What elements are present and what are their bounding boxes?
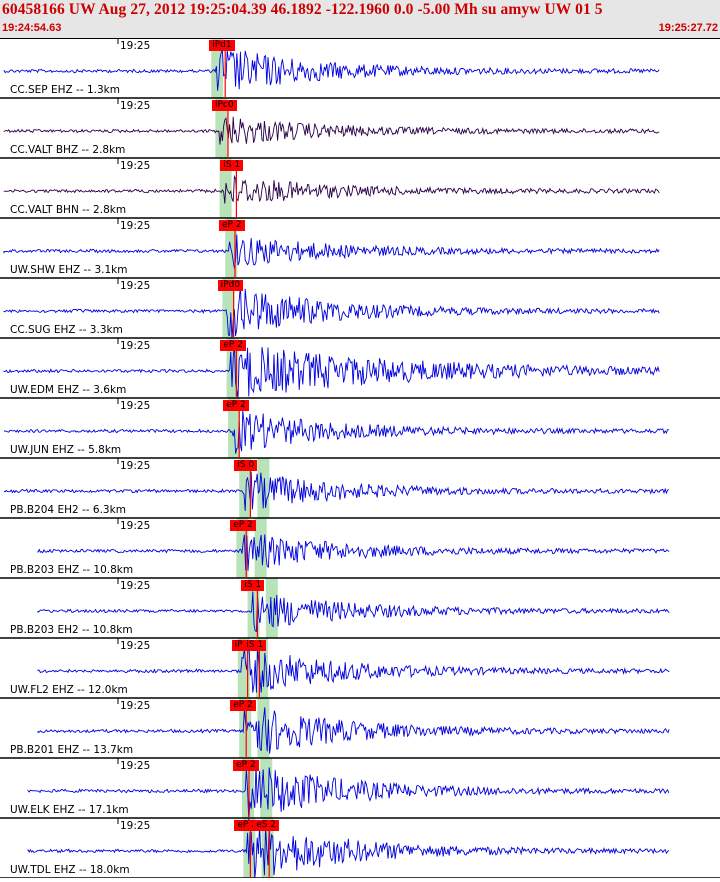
pick-label[interactable]: eP 2 <box>230 700 256 711</box>
waveform-trace <box>37 591 670 633</box>
time-start-label: 19:24:54.63 <box>2 22 62 34</box>
pick-label[interactable]: iPc0 <box>212 100 237 111</box>
waveform-trace <box>3 49 660 91</box>
station-label: CC.SUG EHZ -- 3.3km <box>10 324 123 336</box>
time-tick-label: 19:25 <box>120 280 151 292</box>
p-window-band <box>215 98 228 158</box>
time-tick-label: 19:25 <box>120 700 151 712</box>
station-label: CC.SEP EHZ -- 1.3km <box>10 84 120 96</box>
waveform-trace <box>37 707 670 754</box>
header-bar: 60458166 UW Aug 27, 2012 19:25:04.39 46.… <box>0 0 720 39</box>
waveform-trace <box>3 343 660 398</box>
waveform-trace <box>3 234 660 269</box>
pick-label[interactable]: eP 2 <box>230 520 256 531</box>
time-tick-label: 19:25 <box>120 580 151 592</box>
pick-label[interactable]: iS 1 <box>241 580 265 591</box>
time-tick-label: 19:25 <box>120 760 151 772</box>
station-label: UW.TDL EHZ -- 18.0km <box>10 864 130 876</box>
s-window-band <box>257 458 270 518</box>
time-tick-label: 19:25 <box>120 820 151 832</box>
waveform-trace <box>3 174 660 204</box>
station-label: CC.VALT BHN -- 2.8km <box>10 204 127 216</box>
seismogram-svg <box>0 38 720 880</box>
s-window-band <box>254 518 267 578</box>
pick-label-2[interactable]: eS 2 <box>253 820 280 831</box>
pick-label[interactable]: iS 0 <box>234 460 258 471</box>
time-tick-label: 19:25 <box>120 100 151 112</box>
station-label: UW.JUN EHZ -- 5.8km <box>10 444 122 456</box>
time-tick-label: 19:25 <box>120 160 151 172</box>
waveform-trace <box>3 116 660 145</box>
pick-label[interactable]: iPd1 <box>209 40 235 51</box>
pick-label[interactable]: eP 2 <box>220 340 246 351</box>
waveform-trace <box>27 763 670 821</box>
station-label: PB.B203 EH2 -- 10.8km <box>10 624 133 636</box>
station-label: UW.FL2 EHZ -- 12.0km <box>10 684 128 696</box>
station-label: PB.B203 EHZ -- 10.8km <box>10 564 134 576</box>
waveform-trace <box>3 410 669 454</box>
pick-label[interactable]: eP 2 <box>233 760 259 771</box>
station-label: CC.VALT BHZ -- 2.8km <box>10 144 126 156</box>
waveform-trace <box>27 823 670 880</box>
time-tick-label: 19:25 <box>120 640 151 652</box>
pick-label[interactable]: iS 1 <box>220 160 244 171</box>
pick-label[interactable]: eP 2 <box>219 220 245 231</box>
p-window-band <box>237 638 250 698</box>
event-title: 60458166 UW Aug 27, 2012 19:25:04.39 46.… <box>2 1 603 18</box>
time-end-label: 19:25:27.72 <box>658 22 718 34</box>
time-tick-label: 19:25 <box>120 220 151 232</box>
p-window-band <box>211 38 224 98</box>
time-tick-label: 19:25 <box>120 520 151 532</box>
time-tick-label: 19:25 <box>120 40 151 52</box>
station-label: UW.SHW EHZ -- 3.1km <box>10 264 128 276</box>
seismogram-plot: 19:25 CC.SEP EHZ -- 1.3km iPd1 19:25 CC.VALT… <box>0 38 720 880</box>
p-window-band <box>239 698 252 758</box>
station-label: PB.B201 EHZ -- 13.7km <box>10 744 134 756</box>
p-window-band <box>242 758 254 818</box>
time-tick-label: 19:25 <box>120 460 151 472</box>
time-tick-label: 19:25 <box>120 340 151 352</box>
waveform-trace <box>3 471 670 511</box>
station-label: UW.EDM EHZ -- 3.6km <box>10 384 127 396</box>
waveform-trace <box>37 647 670 693</box>
pick-label[interactable]: iPd0 <box>217 280 243 291</box>
pick-label[interactable]: eP 2 <box>234 820 260 831</box>
station-label: PB.B204 EH2 -- 6.3km <box>10 504 126 516</box>
pick-label-2[interactable]: iS 1 <box>243 640 267 651</box>
time-tick-label: 19:25 <box>120 400 151 412</box>
waveform-trace <box>3 285 660 339</box>
station-label: UW.ELK EHZ -- 17.1km <box>10 804 129 816</box>
s-window-band <box>265 578 278 638</box>
waveform-trace <box>37 534 670 571</box>
p-window-band <box>239 458 252 518</box>
p-window-band <box>228 398 240 458</box>
pick-label[interactable]: eP 2 <box>223 400 249 411</box>
